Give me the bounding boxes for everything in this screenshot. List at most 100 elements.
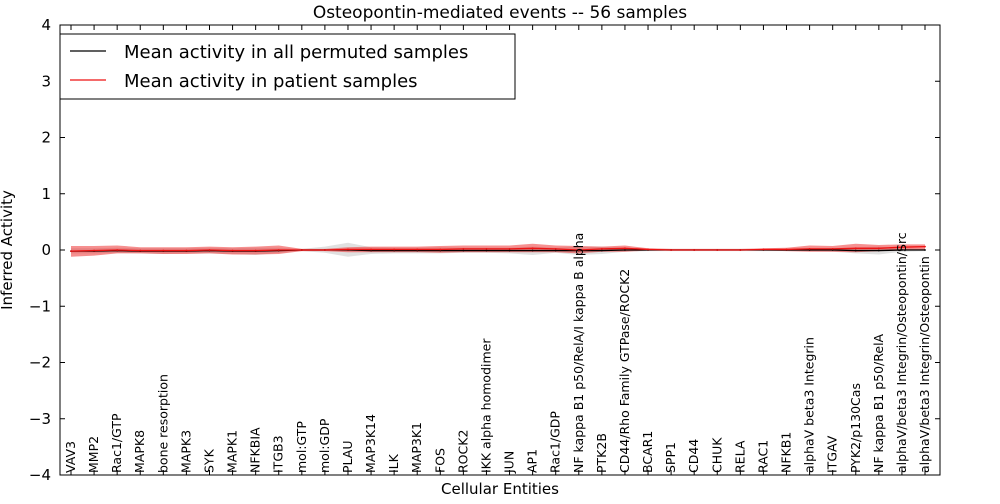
point-patient <box>762 248 765 251</box>
point-patient <box>462 247 465 250</box>
point-patient <box>647 248 649 251</box>
point-patient <box>716 249 719 251</box>
point-patient <box>785 248 788 251</box>
tick-labels: −4 −3 −2 −1 0 1 2 3 4 VAV3 MMP2 Rac1/GTP MAPK8 bone r… <box>29 16 932 484</box>
legend-label-patient: Mean activity in patient samples <box>124 71 418 92</box>
x-tick-label: ILK <box>386 453 401 473</box>
y-tick-label: −3 <box>29 410 51 428</box>
point-permuted <box>462 249 465 252</box>
point-patient <box>854 247 857 250</box>
axis-ticks <box>60 24 940 476</box>
x-tick-label: RAC1 <box>755 440 770 473</box>
point-patient <box>162 249 165 252</box>
point-patient <box>370 248 372 251</box>
legend-box <box>59 33 516 100</box>
point-patient <box>70 250 72 253</box>
point-patient <box>808 247 811 250</box>
x-tick-label: Rac1/GDP <box>548 411 563 473</box>
x-tick-label: MAPK8 <box>132 430 147 473</box>
point-patient <box>577 249 580 251</box>
point-patient <box>624 247 626 250</box>
x-tick-label: IKK alpha homodimer <box>478 338 493 473</box>
point-patient <box>323 249 326 251</box>
point-patient <box>185 249 188 252</box>
point-permuted <box>508 249 511 252</box>
point-patient <box>600 247 603 250</box>
x-tick-label: MMP2 <box>86 436 101 473</box>
point-patient <box>93 249 95 252</box>
x-tick-label: PLAU <box>340 441 355 474</box>
x-tick-label: CD44 <box>686 439 701 473</box>
point-patient <box>924 245 926 248</box>
point-patient <box>554 247 557 250</box>
x-tick-label: MAP3K14 <box>363 414 378 473</box>
x-tick-label: PYK2/p130Cas <box>848 383 863 473</box>
x-tick-label: NF kappa B1 p50/RelA <box>871 333 886 473</box>
point-permuted <box>901 249 903 251</box>
x-tick-label: ROCK2 <box>455 430 470 473</box>
point-patient <box>693 249 696 251</box>
x-tick-label: MAP3K1 <box>409 422 424 473</box>
x-tick-label: ITGAV <box>825 435 840 473</box>
x-tick-label: SPP1 <box>663 442 678 473</box>
x-tick-label: Rac1/GTP <box>109 413 124 473</box>
x-tick-label: VAV3 <box>63 441 78 473</box>
y-tick-label: 3 <box>41 72 51 90</box>
point-permuted <box>877 249 880 252</box>
plot-frame <box>59 24 941 476</box>
x-tick-label: CD44/Rho Family GTPase/ROCK2 <box>617 269 632 473</box>
point-patient <box>508 247 511 250</box>
point-patient <box>739 249 742 251</box>
point-patient <box>116 249 119 251</box>
chart-title: Osteopontin-mediated events -- 56 sample… <box>313 3 687 23</box>
x-tick-label: NFKB1 <box>779 432 794 473</box>
point-patient <box>347 248 349 251</box>
point-permuted <box>924 249 926 251</box>
point-permuted <box>554 249 557 252</box>
point-patient <box>877 247 880 250</box>
x-axis-title: Cellular Entities <box>441 480 559 498</box>
point-patient <box>901 246 903 249</box>
point-patient <box>831 247 834 250</box>
y-tick-label: −1 <box>29 297 51 315</box>
series-line-patient <box>70 245 926 252</box>
series-lines <box>70 245 926 253</box>
x-tick-label: MAPK1 <box>225 430 240 473</box>
x-tick-label: mol:GTP <box>294 421 309 473</box>
point-permuted <box>531 249 534 252</box>
point-patient <box>439 248 442 251</box>
point-permuted <box>624 249 626 251</box>
y-tick-label: 4 <box>41 16 51 34</box>
x-tick-label: alphaV beta3 Integrin <box>802 337 817 473</box>
x-tick-label: AP1 <box>525 449 540 473</box>
point-patient <box>531 247 534 250</box>
point-patient <box>300 249 303 251</box>
x-tick-label: PTK2B <box>594 433 609 473</box>
x-tick-label: bone resorption <box>155 374 170 473</box>
x-tick-label: FOS <box>432 448 447 473</box>
point-patient <box>208 249 211 251</box>
point-patient <box>139 249 142 252</box>
y-tick-label: −4 <box>29 466 51 484</box>
x-tick-label: CHUK <box>709 437 724 473</box>
y-tick-label: 2 <box>41 129 51 147</box>
x-tick-label: ITGB3 <box>271 435 286 473</box>
x-tick-label: NF kappa B1 p50/RelA/I kappa B alpha <box>571 233 586 473</box>
point-permuted <box>485 249 488 252</box>
point-patient <box>416 248 419 251</box>
y-axis-title: Inferred Activity <box>0 190 16 310</box>
point-patient <box>670 249 673 251</box>
x-tick-label: BCAR1 <box>640 431 655 473</box>
point-patient <box>231 249 234 252</box>
legend: Mean activity in all permuted samples Me… <box>59 33 516 100</box>
legend-label-permuted: Mean activity in all permuted samples <box>124 42 468 63</box>
point-permuted <box>600 249 603 252</box>
y-tick-label: −2 <box>29 354 51 372</box>
point-permuted <box>854 249 857 252</box>
point-patient <box>277 249 280 251</box>
y-tick-label: 1 <box>41 185 51 203</box>
point-patient <box>485 247 488 250</box>
x-tick-label: SYK <box>201 448 216 473</box>
